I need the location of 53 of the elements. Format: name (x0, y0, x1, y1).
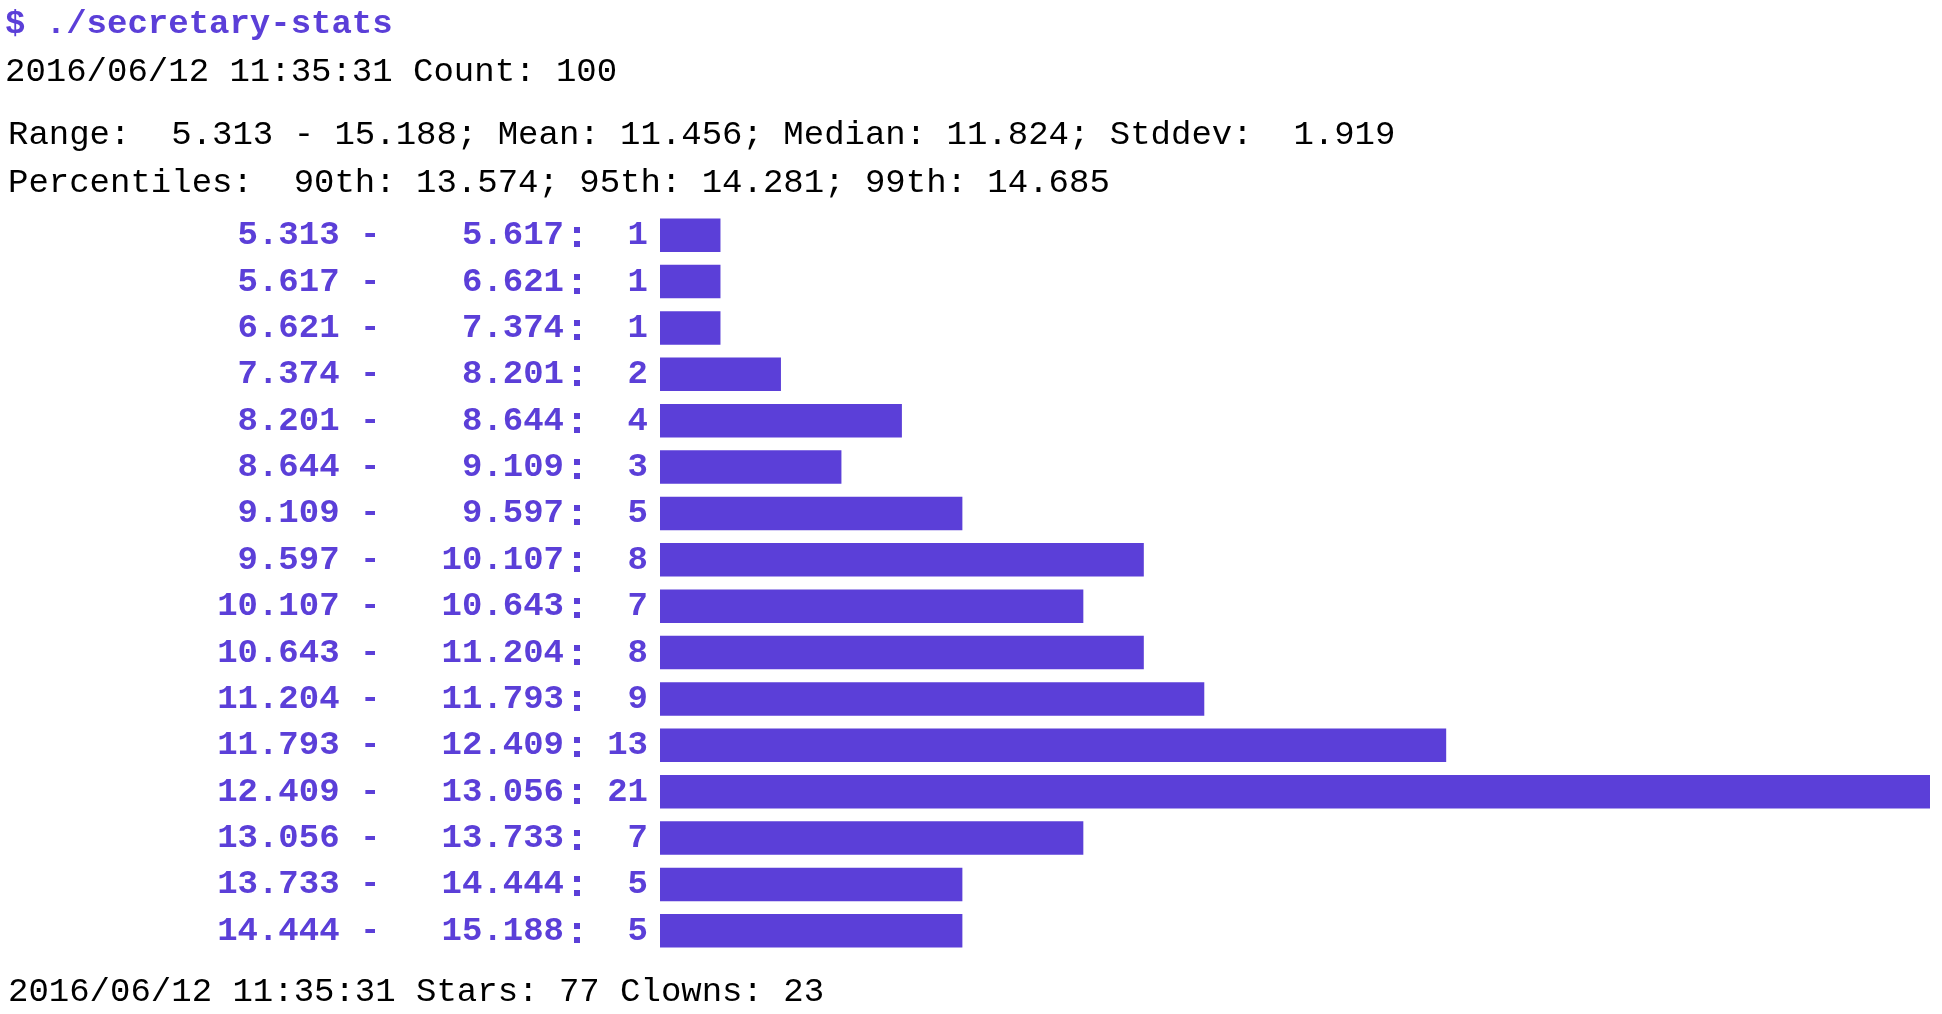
bar (660, 218, 721, 252)
y-tick-label: 10.107 - 10.643 (217, 587, 564, 626)
text: $ ./secretary-stats (5, 5, 393, 43)
y-tick-label: 11.204 - 11.793 (217, 679, 564, 718)
bar (660, 914, 963, 948)
bar (660, 496, 963, 531)
data-label: 8 (627, 633, 648, 672)
bar (660, 450, 842, 484)
data-label: 5 (627, 911, 648, 950)
data-label: 1 (627, 308, 648, 347)
data-label: 3 (627, 448, 648, 487)
bar (660, 311, 721, 345)
y-tick-label: 11.793 - 12.409 (217, 726, 564, 765)
data-label: 9 (627, 679, 648, 718)
bar (660, 264, 721, 299)
y-tick-label: 5.313 - 5.617 (237, 216, 564, 255)
y-tick-label: 9.109 - 9.597 (237, 494, 564, 533)
data-label: 7 (627, 587, 648, 626)
data-label: 5 (627, 865, 648, 904)
bar (660, 589, 1084, 623)
text: Percentiles: 90th: 13.574; 95th: 14.281; 99th: 14.685 (8, 164, 1110, 202)
y-tick-label: 14.444 - 15.188 (217, 911, 564, 950)
data-label: 8 (627, 540, 648, 579)
data-label: 7 (627, 819, 648, 858)
y-tick-label: 6.621 - 7.374 (237, 308, 564, 347)
bar (660, 682, 1205, 716)
y-tick-label: 12.409 - 13.056 (217, 772, 564, 811)
bar (660, 867, 963, 902)
data-label: 4 (627, 401, 648, 440)
y-tick-label: 8.644 - 9.109 (237, 448, 564, 487)
data-label: 1 (627, 262, 648, 301)
y-tick-label: 10.643 - 11.204 (217, 633, 564, 672)
data-label: 5 (627, 494, 648, 533)
bar (660, 728, 1447, 763)
text: 2016/06/12 11:35:31 Count: 100 (5, 53, 618, 91)
data-label: 1 (627, 216, 648, 255)
text: 2016/06/12 11:35:31 Stars: 77 Clowns: 23 (8, 973, 825, 1011)
y-tick-label: 5.617 - 6.621 (237, 262, 564, 301)
bar (660, 543, 1144, 577)
y-tick-label: 13.056 - 13.733 (217, 819, 564, 858)
y-tick-label: 8.201 - 8.644 (237, 401, 564, 440)
bar (660, 821, 1084, 855)
y-tick-label: 13.733 - 14.444 (217, 865, 564, 904)
bar (660, 774, 1930, 809)
bar (660, 635, 1144, 670)
data-label: 2 (627, 355, 648, 394)
y-tick-label: 9.597 - 10.107 (237, 540, 564, 579)
bar (660, 357, 781, 392)
bar (660, 403, 902, 438)
text: Range: 5.313 - 15.188; Mean: 11.456; Median: 11.824; Stddev: 1.919 (8, 116, 1396, 154)
data-label: 21 (607, 772, 648, 811)
y-tick-label: 7.374 - 8.201 (237, 355, 564, 394)
data-label: 13 (607, 726, 648, 765)
